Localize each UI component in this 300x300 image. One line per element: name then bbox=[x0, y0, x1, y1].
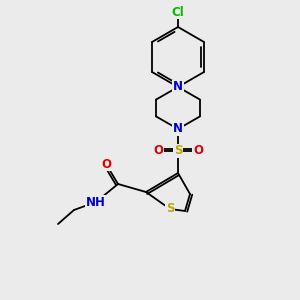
Text: S: S bbox=[174, 145, 182, 158]
Text: NH: NH bbox=[86, 196, 106, 208]
Text: O: O bbox=[101, 158, 111, 170]
Text: O: O bbox=[193, 145, 203, 158]
Text: S: S bbox=[166, 202, 174, 215]
Text: N: N bbox=[173, 122, 183, 136]
Text: Cl: Cl bbox=[172, 5, 184, 19]
Text: N: N bbox=[173, 80, 183, 94]
Text: O: O bbox=[153, 145, 163, 158]
